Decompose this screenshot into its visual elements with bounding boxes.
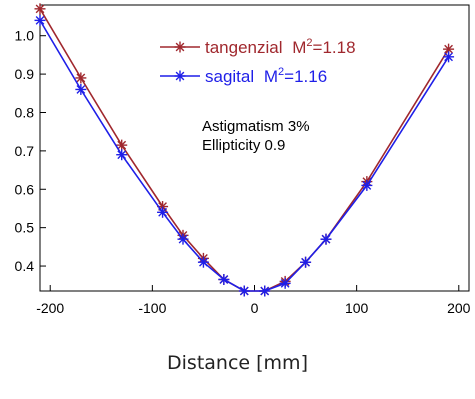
legend-m2-symbol-tangenzial: M xyxy=(292,38,306,57)
data-point-sagital xyxy=(361,179,373,191)
data-point-sagital xyxy=(443,51,455,63)
legend-label-sagital: sagital M2=1.16 xyxy=(205,66,327,86)
legend-series-name-sagital: sagital xyxy=(205,67,254,86)
axis-ticks: -200 -100 0 100 200 0.4 0.5 0.6 0.7 0.8 0.9 1.0 xyxy=(15,28,471,316)
series-layer xyxy=(34,3,455,297)
data-point-sagital xyxy=(177,233,189,245)
data-point-sagital xyxy=(320,233,332,245)
data-point-tangenzial xyxy=(75,72,87,84)
data-point-sagital xyxy=(259,285,271,297)
data-point-sagital xyxy=(157,206,169,218)
data-point-sagital xyxy=(300,256,312,268)
y-tick-label: 0.6 xyxy=(15,181,35,197)
data-point-sagital xyxy=(75,83,87,95)
x-tick-label: -100 xyxy=(138,300,166,316)
astigmatism-chart: -200 -100 0 100 200 0.4 0.5 0.6 0.7 0.8 0.9 1.0 tan… xyxy=(15,3,471,316)
y-tick-label: 0.5 xyxy=(15,220,35,236)
data-point-sagital xyxy=(218,273,230,285)
y-tick-label: 0.9 xyxy=(15,66,35,82)
legend-label-tangenzial: tangenzial M2=1.18 xyxy=(205,37,356,57)
x-tick-label: 100 xyxy=(345,300,369,316)
legend-entry-sagital: sagital M2=1.16 xyxy=(160,66,327,86)
legend-m2-symbol-sagital: M xyxy=(264,67,278,86)
data-point-tangenzial xyxy=(116,139,128,151)
annotation-ellipticity: Ellipticity 0.9 xyxy=(202,137,285,154)
x-tick-label: -200 xyxy=(36,300,64,316)
data-point-sagital xyxy=(34,14,46,26)
series-line-sagital xyxy=(39,19,450,292)
data-point-sagital xyxy=(279,277,291,289)
y-tick-label: 0.7 xyxy=(15,143,35,159)
legend-m2-exponent-tangenzial: 2 xyxy=(306,37,312,49)
legend-m2-value-sagital: =1.16 xyxy=(284,67,327,86)
legend-m2-value-tangenzial: =1.18 xyxy=(313,38,356,57)
x-tick-label: 200 xyxy=(447,300,471,316)
y-tick-label: 1.0 xyxy=(15,28,35,44)
legend: tangenzial M2=1.18 sagital M2=1.16 xyxy=(160,37,356,86)
legend-marker-sagital xyxy=(174,70,186,82)
y-tick-label: 0.8 xyxy=(15,104,35,120)
legend-marker-tangenzial xyxy=(174,41,186,53)
legend-entry-tangenzial: tangenzial M2=1.18 xyxy=(160,37,356,57)
data-point-sagital xyxy=(238,285,250,297)
legend-m2-exponent-sagital: 2 xyxy=(278,66,284,78)
x-axis-label: Distance [mm] xyxy=(167,352,308,374)
data-point-tangenzial xyxy=(34,3,46,15)
y-tick-label: 0.4 xyxy=(15,258,35,274)
x-tick-label: 0 xyxy=(251,300,259,316)
legend-series-name-tangenzial: tangenzial xyxy=(205,38,283,57)
annotation-astigmatism: Astigmatism 3% xyxy=(202,118,310,135)
data-point-sagital xyxy=(197,256,209,268)
data-point-sagital xyxy=(116,149,128,161)
